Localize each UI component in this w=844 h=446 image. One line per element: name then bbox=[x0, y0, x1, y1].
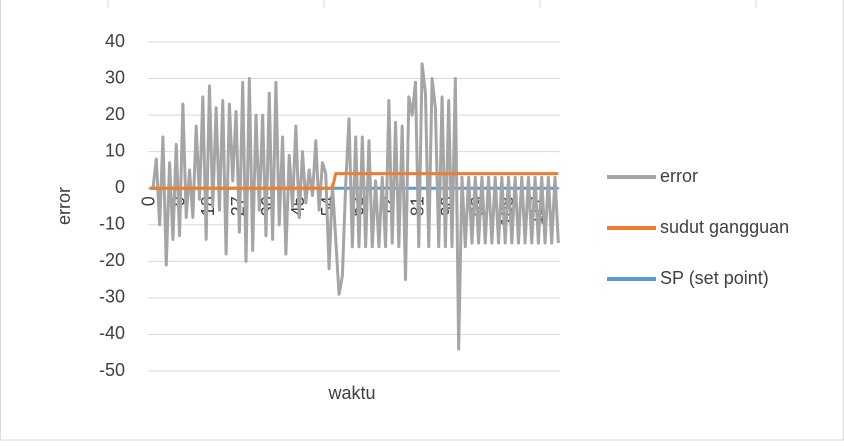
y-tick-label: 0 bbox=[115, 177, 125, 197]
series-line bbox=[149, 62, 560, 351]
y-tick-label: -10 bbox=[99, 214, 125, 234]
x-axis-title: waktu bbox=[327, 383, 375, 403]
y-tick-label: 30 bbox=[105, 67, 125, 87]
legend-label: sudut gangguan bbox=[660, 217, 789, 237]
legend-label: error bbox=[660, 166, 698, 186]
y-tick-label: -20 bbox=[99, 250, 125, 270]
series-line bbox=[149, 172, 559, 190]
legend-label: SP (set point) bbox=[660, 268, 769, 288]
x-tick-label: 0 bbox=[138, 196, 158, 206]
y-tick-label: 10 bbox=[105, 140, 125, 160]
y-tick-label: 20 bbox=[105, 104, 125, 124]
y-axis-title: error bbox=[54, 187, 74, 225]
y-tick-label: -50 bbox=[99, 360, 125, 380]
y-tick-label: -40 bbox=[99, 323, 125, 343]
y-tick-label: 40 bbox=[105, 31, 125, 51]
y-tick-label: -30 bbox=[99, 287, 125, 307]
